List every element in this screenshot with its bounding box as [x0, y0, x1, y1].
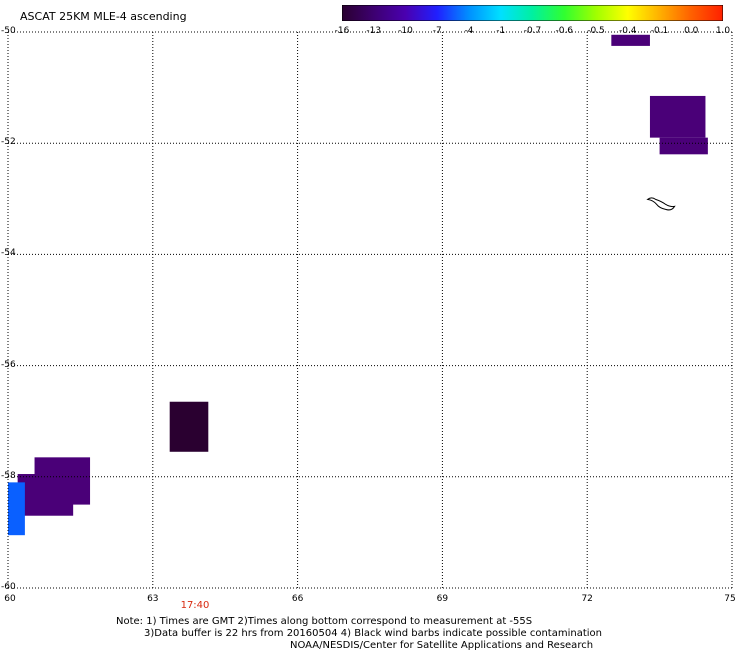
data-cell	[659, 137, 708, 155]
lon-tick-label: 66	[291, 594, 304, 604]
data-cell	[649, 95, 706, 138]
note-line-1: Note: 1) Times are GMT 2)Times along bot…	[116, 616, 533, 627]
note-line-2: 3)Data buffer is 22 hrs from 20160504 4)…	[144, 628, 602, 639]
lat-tick-label: -52	[1, 137, 16, 148]
lon-tick-label: 69	[436, 594, 449, 604]
lat-tick-label: -60	[1, 582, 16, 592]
data-cell	[169, 401, 209, 452]
data-cell	[611, 34, 650, 46]
colorbar-tick-label: -13	[366, 26, 382, 36]
lat-tick-label: -58	[1, 470, 16, 481]
coastline-island	[646, 197, 676, 211]
lat-tick-label: -56	[1, 359, 16, 370]
note-line-3: NOAA/NESDIS/Center for Satellite Applica…	[290, 640, 594, 651]
map-title: ASCAT 25KM MLE-4 ascending	[20, 10, 187, 23]
colorbar-tick-label: -16	[334, 26, 350, 36]
data-cell	[8, 482, 25, 536]
colorbar-tick-label: -0.7	[523, 26, 542, 36]
colorbar-tick-label: -10	[398, 26, 413, 36]
colorbar-tick-label: -0.1	[650, 26, 669, 36]
lon-tick-label: 60	[4, 594, 16, 604]
lon-tick-label: 63	[147, 594, 159, 604]
colorbar-tick-label: -0.5	[587, 26, 605, 36]
lon-tick-label: 72	[581, 594, 593, 604]
colorbar-tick-label: -0.6	[555, 26, 574, 36]
colorbar-tick-label: -7	[432, 26, 442, 36]
colorbar-tick-label: 1.0	[715, 26, 731, 36]
lat-tick-label: -54	[1, 248, 16, 259]
colorbar-tick-label: -0.4	[618, 26, 637, 36]
lat-tick-label: -50	[1, 26, 16, 36]
colorbar-tick-label: 0.0	[684, 26, 699, 36]
colorbar-tick-label: -4	[464, 26, 474, 36]
data-cell	[17, 474, 74, 516]
time-label: 17:40	[180, 600, 210, 611]
lon-tick-label: 75	[724, 594, 736, 604]
colorbar-tick-label: -1	[496, 26, 506, 36]
